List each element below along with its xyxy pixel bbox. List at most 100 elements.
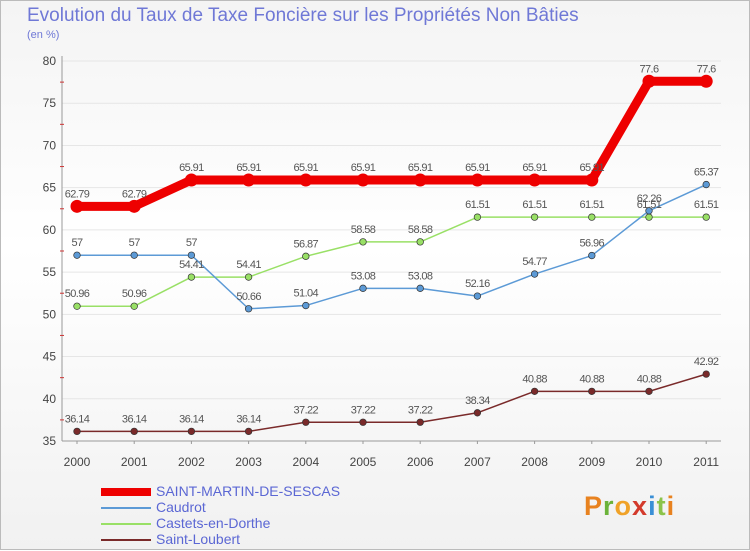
data-label: 56.87 — [294, 238, 319, 250]
data-label: 62.79 — [122, 188, 147, 200]
data-label: 52.16 — [465, 278, 490, 290]
data-label: 65.91 — [236, 162, 261, 174]
data-point — [530, 270, 539, 278]
data-point — [299, 173, 313, 187]
data-point — [244, 273, 253, 281]
data-point — [473, 292, 482, 300]
data-point — [702, 213, 710, 221]
data-label: 61.51 — [522, 199, 547, 211]
data-point — [359, 418, 367, 426]
series-line — [76, 216, 707, 307]
legend-swatch — [101, 488, 151, 496]
legend-swatch — [101, 523, 151, 525]
chart-title: Evolution du Taux de Taxe Foncière sur l… — [27, 5, 579, 26]
data-point — [645, 207, 653, 215]
data-label: 62.79 — [65, 188, 90, 200]
data-label: 65.91 — [351, 162, 376, 174]
x-tick-label: 2009 — [578, 455, 605, 469]
logo-letter: x — [632, 491, 649, 521]
data-label: 37.22 — [294, 404, 319, 416]
data-label: 57 — [71, 237, 83, 249]
data-point — [302, 301, 310, 310]
data-point — [130, 427, 138, 436]
data-point — [530, 213, 539, 221]
data-label: 36.14 — [65, 413, 90, 425]
data-label: 54.41 — [179, 259, 204, 271]
data-label: 37.22 — [351, 404, 376, 416]
data-point — [699, 74, 713, 88]
data-label: 53.08 — [408, 270, 433, 282]
data-point — [416, 284, 424, 292]
data-point — [127, 199, 141, 213]
logo-letter: r — [603, 491, 615, 521]
data-point — [473, 409, 482, 417]
data-label: 38.34 — [465, 395, 490, 407]
y-tick-label: 45 — [43, 350, 57, 364]
data-point — [70, 199, 84, 213]
data-point — [187, 273, 196, 281]
legend-swatch — [101, 539, 151, 541]
data-point — [645, 387, 653, 395]
series-lines — [70, 74, 713, 436]
data-label: 62.26 — [637, 193, 662, 205]
axes: 35 40 45 50 55 60 65 70 75 80 2000 2001 2002 2003 2004… — [43, 54, 721, 469]
data-label: 58.58 — [351, 224, 376, 236]
data-point — [187, 251, 196, 259]
data-label: 61.51 — [637, 199, 662, 211]
data-label: 40.88 — [580, 373, 605, 385]
x-tick-label: 2011 — [693, 455, 719, 469]
unit-label: (en %) — [27, 29, 60, 41]
legend-swatch — [101, 507, 151, 509]
data-point — [242, 173, 256, 187]
data-label: 54.41 — [236, 259, 261, 271]
data-label: 36.14 — [122, 413, 147, 425]
data-point — [470, 173, 484, 187]
x-tick-label: 2004 — [292, 455, 319, 469]
data-label: 58.58 — [408, 224, 433, 236]
y-tick-label: 75 — [43, 96, 57, 110]
data-label: 54.77 — [522, 256, 547, 268]
data-point — [642, 74, 656, 88]
y-tick-label: 50 — [43, 307, 57, 321]
legend-label: Castets-en-Dorthe — [156, 515, 271, 531]
data-point — [187, 427, 196, 436]
data-point — [244, 305, 253, 313]
data-point — [244, 427, 253, 436]
y-tick-label: 80 — [43, 54, 57, 68]
data-labels: 62.79 62.79 65.91 65.91 65.91 65.91 65.91 65.91… — [65, 63, 720, 425]
data-point — [359, 284, 367, 292]
data-point — [416, 418, 424, 426]
data-label: 65.91 — [465, 162, 490, 174]
gridlines — [62, 60, 721, 442]
data-label: 50.96 — [122, 288, 147, 300]
data-point — [359, 238, 367, 246]
data-point — [130, 251, 138, 259]
series-line — [72, 76, 711, 211]
data-label: 42.92 — [694, 356, 719, 368]
x-tick-label: 2010 — [636, 455, 663, 469]
data-label: 65.37 — [694, 167, 719, 179]
data-label: 61.51 — [580, 199, 605, 211]
x-tick-label: 2003 — [235, 455, 262, 469]
x-tick-label: 2001 — [121, 455, 148, 469]
data-label: 56.96 — [580, 238, 605, 250]
data-point — [73, 251, 81, 259]
data-label: 40.88 — [522, 373, 547, 385]
y-tick-label: 35 — [43, 434, 57, 448]
x-tick-label: 2002 — [178, 455, 205, 469]
legend-label: Saint-Loubert — [156, 531, 241, 547]
data-point — [413, 173, 427, 187]
y-tick-label: 60 — [43, 223, 57, 237]
y-tick-label: 70 — [43, 138, 57, 152]
data-point — [130, 302, 138, 310]
data-point — [73, 302, 81, 310]
logo-letter: o — [614, 491, 633, 521]
y-tick-label: 65 — [43, 181, 57, 195]
x-tick-label: 2006 — [407, 455, 434, 469]
legend-label: SAINT-MARTIN-DE-SESCAS — [156, 483, 341, 499]
data-point — [416, 238, 424, 246]
data-point — [528, 173, 542, 187]
data-point — [702, 370, 710, 378]
